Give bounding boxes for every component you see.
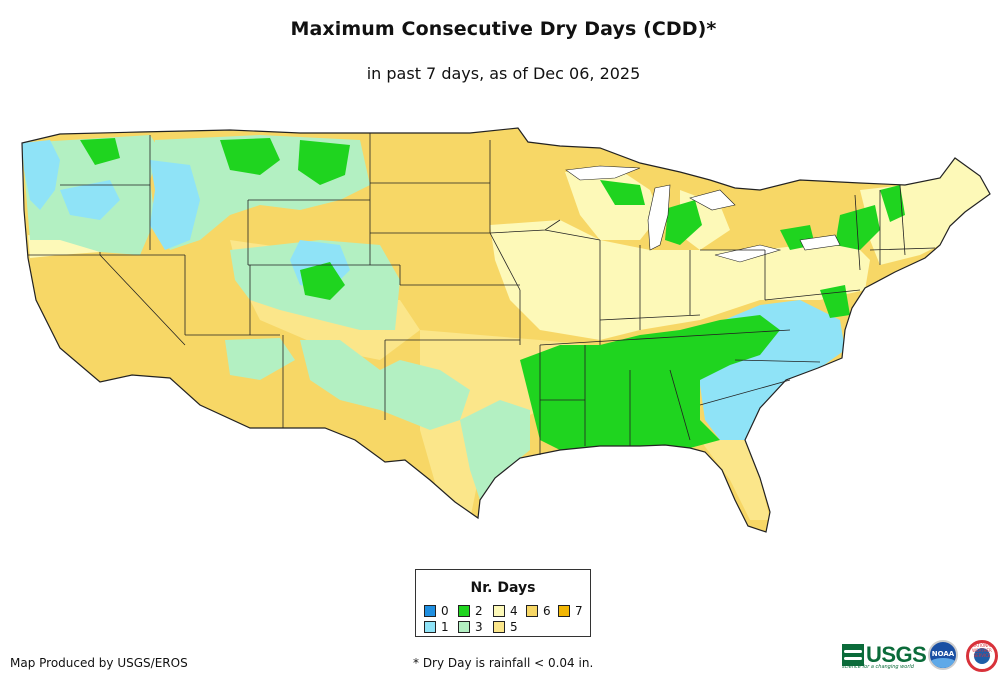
- legend-swatch: [558, 605, 570, 617]
- legend-item-2: 2: [458, 604, 483, 618]
- legend-label: 5: [510, 620, 518, 634]
- legend-label: 1: [441, 620, 449, 634]
- usgs-logo: USGS: [842, 642, 927, 668]
- region-cdd-3: [225, 338, 295, 380]
- legend-item-6: 6: [526, 604, 551, 618]
- noaa-wordmark: NOAA: [931, 650, 955, 658]
- legend: Nr. Days 0 1 2 3 4 5 6 7: [415, 569, 591, 637]
- region-cdd-2: [880, 185, 905, 222]
- great-lakes: [565, 165, 841, 263]
- region-cdd-2: [600, 180, 645, 205]
- region-cdd-5: [700, 440, 770, 520]
- legend-label: 6: [543, 604, 551, 618]
- nws-logo: NATIONAL WEATHER SERVICE: [966, 640, 998, 672]
- state-boundaries: [28, 133, 936, 455]
- legend-swatch: [424, 605, 436, 617]
- region-cdd-4: [28, 235, 100, 258]
- map-subtitle: in past 7 days, as of Dec 06, 2025: [366, 64, 641, 83]
- dry-day-footnote: * Dry Day is rainfall < 0.04 in.: [413, 656, 594, 670]
- usgs-tagline: science for a changing world: [842, 664, 914, 670]
- legend-title: Nr. Days: [470, 580, 536, 596]
- legend-item-4: 4: [493, 604, 518, 618]
- map-title: Maximum Consecutive Dry Days (CDD)*: [290, 18, 717, 40]
- legend-item-7: 7: [558, 604, 583, 618]
- legend-label: 2: [475, 604, 483, 618]
- legend-swatch: [526, 605, 538, 617]
- region-cdd-1: [22, 140, 60, 210]
- us-cdd-map: [21, 127, 991, 533]
- region-cdd-1: [150, 160, 200, 250]
- region-cdd-3: [460, 400, 530, 500]
- region-cdd-1: [60, 180, 120, 220]
- legend-label: 4: [510, 604, 518, 618]
- noaa-wave-icon: [930, 658, 956, 668]
- legend-label: 0: [441, 604, 449, 618]
- region-cdd-2: [80, 138, 120, 165]
- usgs-mark-icon: [842, 644, 864, 666]
- legend-swatch: [458, 605, 470, 617]
- region-cdd-2: [220, 138, 280, 175]
- credit-text: Map Produced by USGS/EROS: [10, 656, 188, 670]
- legend-label: 7: [575, 604, 583, 618]
- region-cdd-2: [300, 262, 345, 300]
- region-cdd-2: [298, 140, 350, 185]
- legend-item-5: 5: [493, 620, 518, 634]
- legend-item-3: 3: [458, 620, 483, 634]
- legend-swatch: [424, 621, 436, 633]
- nws-emblem-icon: [974, 648, 990, 664]
- region-cdd-2: [665, 200, 702, 245]
- legend-swatch: [493, 621, 505, 633]
- noaa-logo: NOAA: [928, 640, 958, 670]
- legend-swatch: [458, 621, 470, 633]
- legend-swatch: [493, 605, 505, 617]
- region-cdd-4: [860, 158, 990, 265]
- usgs-wordmark: USGS: [866, 642, 927, 667]
- legend-label: 3: [475, 620, 483, 634]
- legend-item-1: 1: [424, 620, 449, 634]
- nws-wordmark: NATIONAL WEATHER SERVICE: [971, 643, 993, 658]
- legend-item-0: 0: [424, 604, 449, 618]
- agency-logos: USGS science for a changing world NOAA N…: [842, 640, 1002, 674]
